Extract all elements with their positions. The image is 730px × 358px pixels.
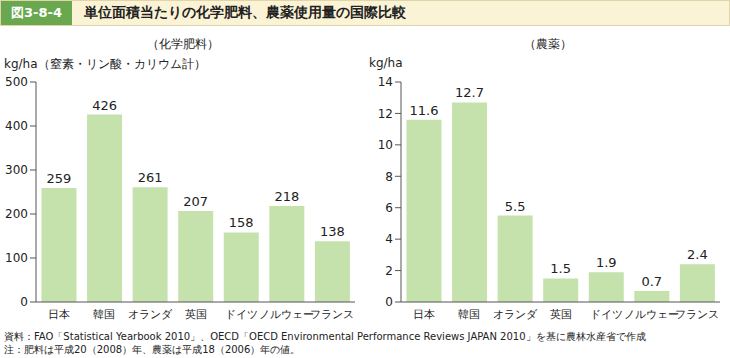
svg-text:1.5: 1.5 [550, 261, 571, 276]
svg-text:6: 6 [385, 201, 393, 215]
svg-text:フランス: フランス [675, 308, 719, 321]
html-text:（化学肥料）: （化学肥料） [146, 37, 219, 51]
svg-text:158: 158 [229, 215, 254, 230]
svg-text:12.7: 12.7 [455, 85, 484, 100]
html-text:kg/ha（窒素・リン酸・カリウム計）: kg/ha（窒素・リン酸・カリウム計） [4, 57, 206, 71]
svg-text:フランス: フランス [310, 308, 354, 321]
svg-text:400: 400 [8, 119, 28, 133]
svg-text:4: 4 [385, 232, 393, 246]
svg-text:韓国: 韓国 [458, 308, 480, 321]
svg-text:英国: 英国 [550, 308, 572, 321]
svg-text:日本: 日本 [413, 308, 435, 321]
svg-text:426: 426 [92, 98, 117, 113]
svg-text:ドイツ: ドイツ [590, 308, 623, 321]
svg-text:0: 0 [20, 295, 28, 309]
svg-text:11.6: 11.6 [409, 103, 438, 118]
svg-text:オランダ: オランダ [128, 308, 173, 321]
html-text:kg/ha: kg/ha [369, 56, 403, 70]
svg-text:14: 14 [378, 75, 393, 89]
svg-text:1.9: 1.9 [596, 255, 617, 270]
svg-text:218: 218 [274, 189, 299, 204]
svg-text:12: 12 [378, 107, 393, 121]
html-text:単位面積当たりの化学肥料、農薬使用量の国際比較: 単位面積当たりの化学肥料、農薬使用量の国際比較 [83, 4, 406, 20]
html-text:注：肥料は平成20（2008）年、農薬は平成18（2006）: 注：肥料は平成20（2008）年、農薬は平成18（2006）年の値。 [4, 344, 301, 355]
html-text:図3-8-4: 図3-8-4 [11, 5, 62, 20]
html-text:（農薬）: （農薬） [523, 37, 572, 51]
svg-text:5.5: 5.5 [505, 199, 526, 214]
svg-text:2.4: 2.4 [687, 247, 708, 262]
svg-text:207: 207 [183, 194, 208, 209]
svg-text:2: 2 [385, 264, 393, 278]
svg-text:138: 138 [320, 224, 345, 239]
svg-text:韓国: 韓国 [93, 308, 115, 321]
html-text:資料：FAO「Statistical Yearbook 20: 資料：FAO「Statistical Yearbook 2010」、OECD「O… [4, 331, 646, 342]
svg-text:200: 200 [8, 207, 28, 221]
svg-text:259: 259 [47, 171, 72, 186]
svg-text:ドイツ: ドイツ [225, 308, 258, 321]
svg-text:500: 500 [8, 75, 28, 89]
svg-text:261: 261 [138, 170, 163, 185]
svg-text:100: 100 [8, 251, 28, 265]
svg-text:0: 0 [385, 295, 393, 309]
svg-text:ノルウェー: ノルウェー [259, 308, 314, 321]
svg-text:英国: 英国 [185, 308, 207, 321]
svg-text:8: 8 [385, 170, 393, 184]
svg-text:300: 300 [8, 163, 28, 177]
svg-text:日本: 日本 [48, 308, 70, 321]
svg-text:オランダ: オランダ [493, 308, 538, 321]
svg-text:10: 10 [378, 138, 393, 152]
svg-text:ノルウェー: ノルウェー [624, 308, 679, 321]
svg-text:0.7: 0.7 [641, 274, 662, 289]
